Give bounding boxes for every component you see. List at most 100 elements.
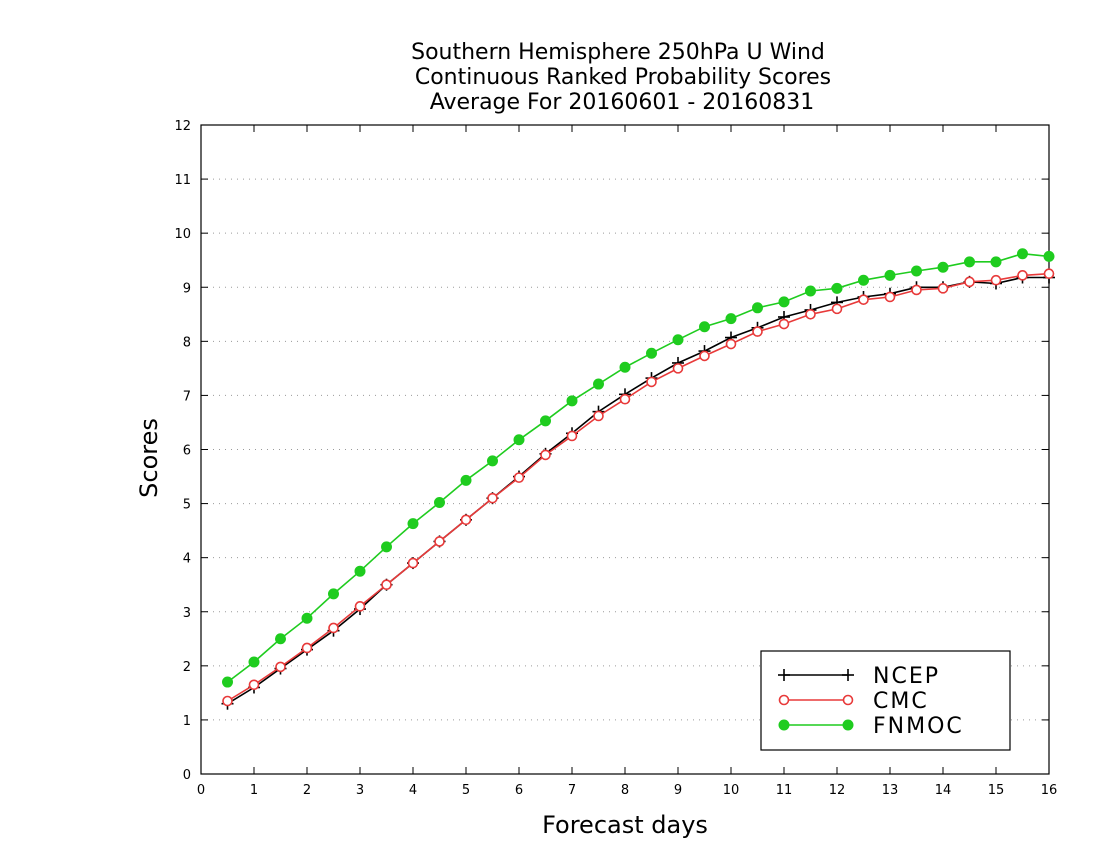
data-point-cmc (619, 393, 631, 405)
x-tick-label: 0 (197, 783, 205, 798)
data-point-cmc (407, 557, 419, 569)
data-point-fnmoc (911, 265, 922, 277)
data-point-cmc (434, 536, 445, 547)
x-tick-label: 8 (621, 783, 629, 798)
data-point-fnmoc (619, 361, 631, 373)
legend-entry-ncep: NCEP (778, 664, 940, 689)
data-point-fnmoc (964, 256, 975, 268)
data-point-cmc (566, 430, 578, 442)
data-point-cmc (487, 492, 498, 504)
data-point-cmc (884, 291, 896, 303)
y-tick-label: 0 (183, 768, 191, 783)
legend-marker-ncep (842, 669, 854, 681)
x-tick-label: 13 (882, 783, 899, 798)
data-point-fnmoc (540, 415, 551, 427)
x-tick-label: 4 (409, 783, 417, 798)
data-point-cmc (381, 579, 392, 591)
data-point-fnmoc (725, 313, 737, 325)
data-point-fnmoc (487, 455, 498, 467)
x-tick-label: 10 (723, 783, 740, 798)
x-tick-label: 9 (674, 783, 682, 798)
data-point-cmc (593, 410, 604, 422)
legend-entry-fnmoc: FNMOC (778, 714, 964, 739)
data-point-fnmoc (275, 633, 286, 645)
x-tick-label: 1 (250, 783, 258, 798)
data-point-fnmoc (460, 474, 472, 486)
y-tick-label: 2 (183, 660, 191, 675)
gridlines (201, 178, 1049, 721)
data-point-cmc (222, 695, 233, 707)
data-point-cmc (990, 274, 1002, 286)
data-point-fnmoc (672, 334, 684, 346)
data-point-fnmoc (301, 612, 313, 624)
data-point-cmc (964, 276, 975, 288)
data-point-fnmoc (354, 565, 366, 577)
legend-marker-fnmoc (778, 719, 790, 731)
data-point-cmc (752, 326, 763, 337)
data-point-fnmoc (752, 302, 763, 314)
data-point-fnmoc (513, 434, 525, 446)
legend-label-fnmoc: FNMOC (873, 714, 964, 739)
data-point-fnmoc (831, 282, 843, 294)
series-layer (221, 248, 1055, 710)
data-point-fnmoc (328, 588, 339, 600)
y-tick-label: 4 (183, 552, 191, 567)
data-point-cmc (699, 350, 710, 362)
legend-label-cmc: CMC (873, 689, 929, 714)
legend-label-ncep: NCEP (873, 664, 940, 689)
legend-marker-ncep (778, 669, 790, 681)
data-point-cmc (778, 318, 790, 330)
data-point-fnmoc (990, 256, 1002, 268)
data-point-cmc (672, 363, 684, 374)
series-line-fnmoc (227, 252, 1050, 683)
y-tick-label: 8 (183, 335, 191, 350)
y-tick-label: 6 (183, 444, 191, 459)
data-point-fnmoc (248, 656, 260, 668)
data-point-fnmoc (434, 497, 445, 509)
data-point-fnmoc (646, 347, 657, 359)
series-line-ncep (227, 276, 1049, 705)
data-point-cmc (805, 308, 816, 320)
legend-marker-cmc (778, 694, 790, 706)
y-tick-label: 3 (183, 606, 191, 621)
data-point-cmc (1043, 268, 1055, 280)
data-point-cmc (540, 449, 551, 461)
y-tick-label: 5 (183, 498, 191, 513)
data-point-fnmoc (1043, 250, 1055, 262)
x-tick-label: 11 (776, 783, 793, 798)
y-tick-label: 11 (174, 173, 191, 188)
data-point-cmc (513, 472, 525, 483)
y-tick-label: 9 (183, 281, 191, 296)
series-line-cmc (227, 272, 1050, 702)
legend-entry-cmc: CMC (778, 689, 929, 714)
data-point-cmc (275, 661, 286, 673)
data-point-fnmoc (937, 261, 949, 273)
series-fnmoc (222, 248, 1055, 688)
data-point-cmc (354, 601, 366, 612)
data-point-cmc (301, 642, 313, 654)
y-tick-label: 10 (174, 227, 191, 242)
x-tick-label: 2 (303, 783, 311, 798)
y-tick-label: 7 (183, 389, 191, 404)
data-point-fnmoc (858, 274, 869, 286)
series-ncep (221, 271, 1055, 710)
y-axis-label: Scores (135, 418, 163, 498)
data-point-fnmoc (566, 395, 578, 407)
data-point-fnmoc (381, 541, 392, 553)
data-point-cmc (858, 294, 869, 305)
x-tick-label: 7 (568, 783, 576, 798)
chart-title-line-3: Average For 20160601 - 20160831 (430, 90, 815, 115)
x-tick-label: 6 (515, 783, 523, 798)
x-tick-label: 15 (988, 783, 1005, 798)
data-point-fnmoc (805, 285, 816, 297)
data-point-cmc (831, 303, 843, 315)
x-tick-label: 5 (462, 783, 470, 798)
data-point-cmc (937, 283, 949, 294)
data-point-fnmoc (593, 378, 604, 390)
data-point-cmc (1017, 270, 1028, 281)
data-point-fnmoc (884, 269, 896, 281)
data-point-fnmoc (222, 676, 233, 688)
